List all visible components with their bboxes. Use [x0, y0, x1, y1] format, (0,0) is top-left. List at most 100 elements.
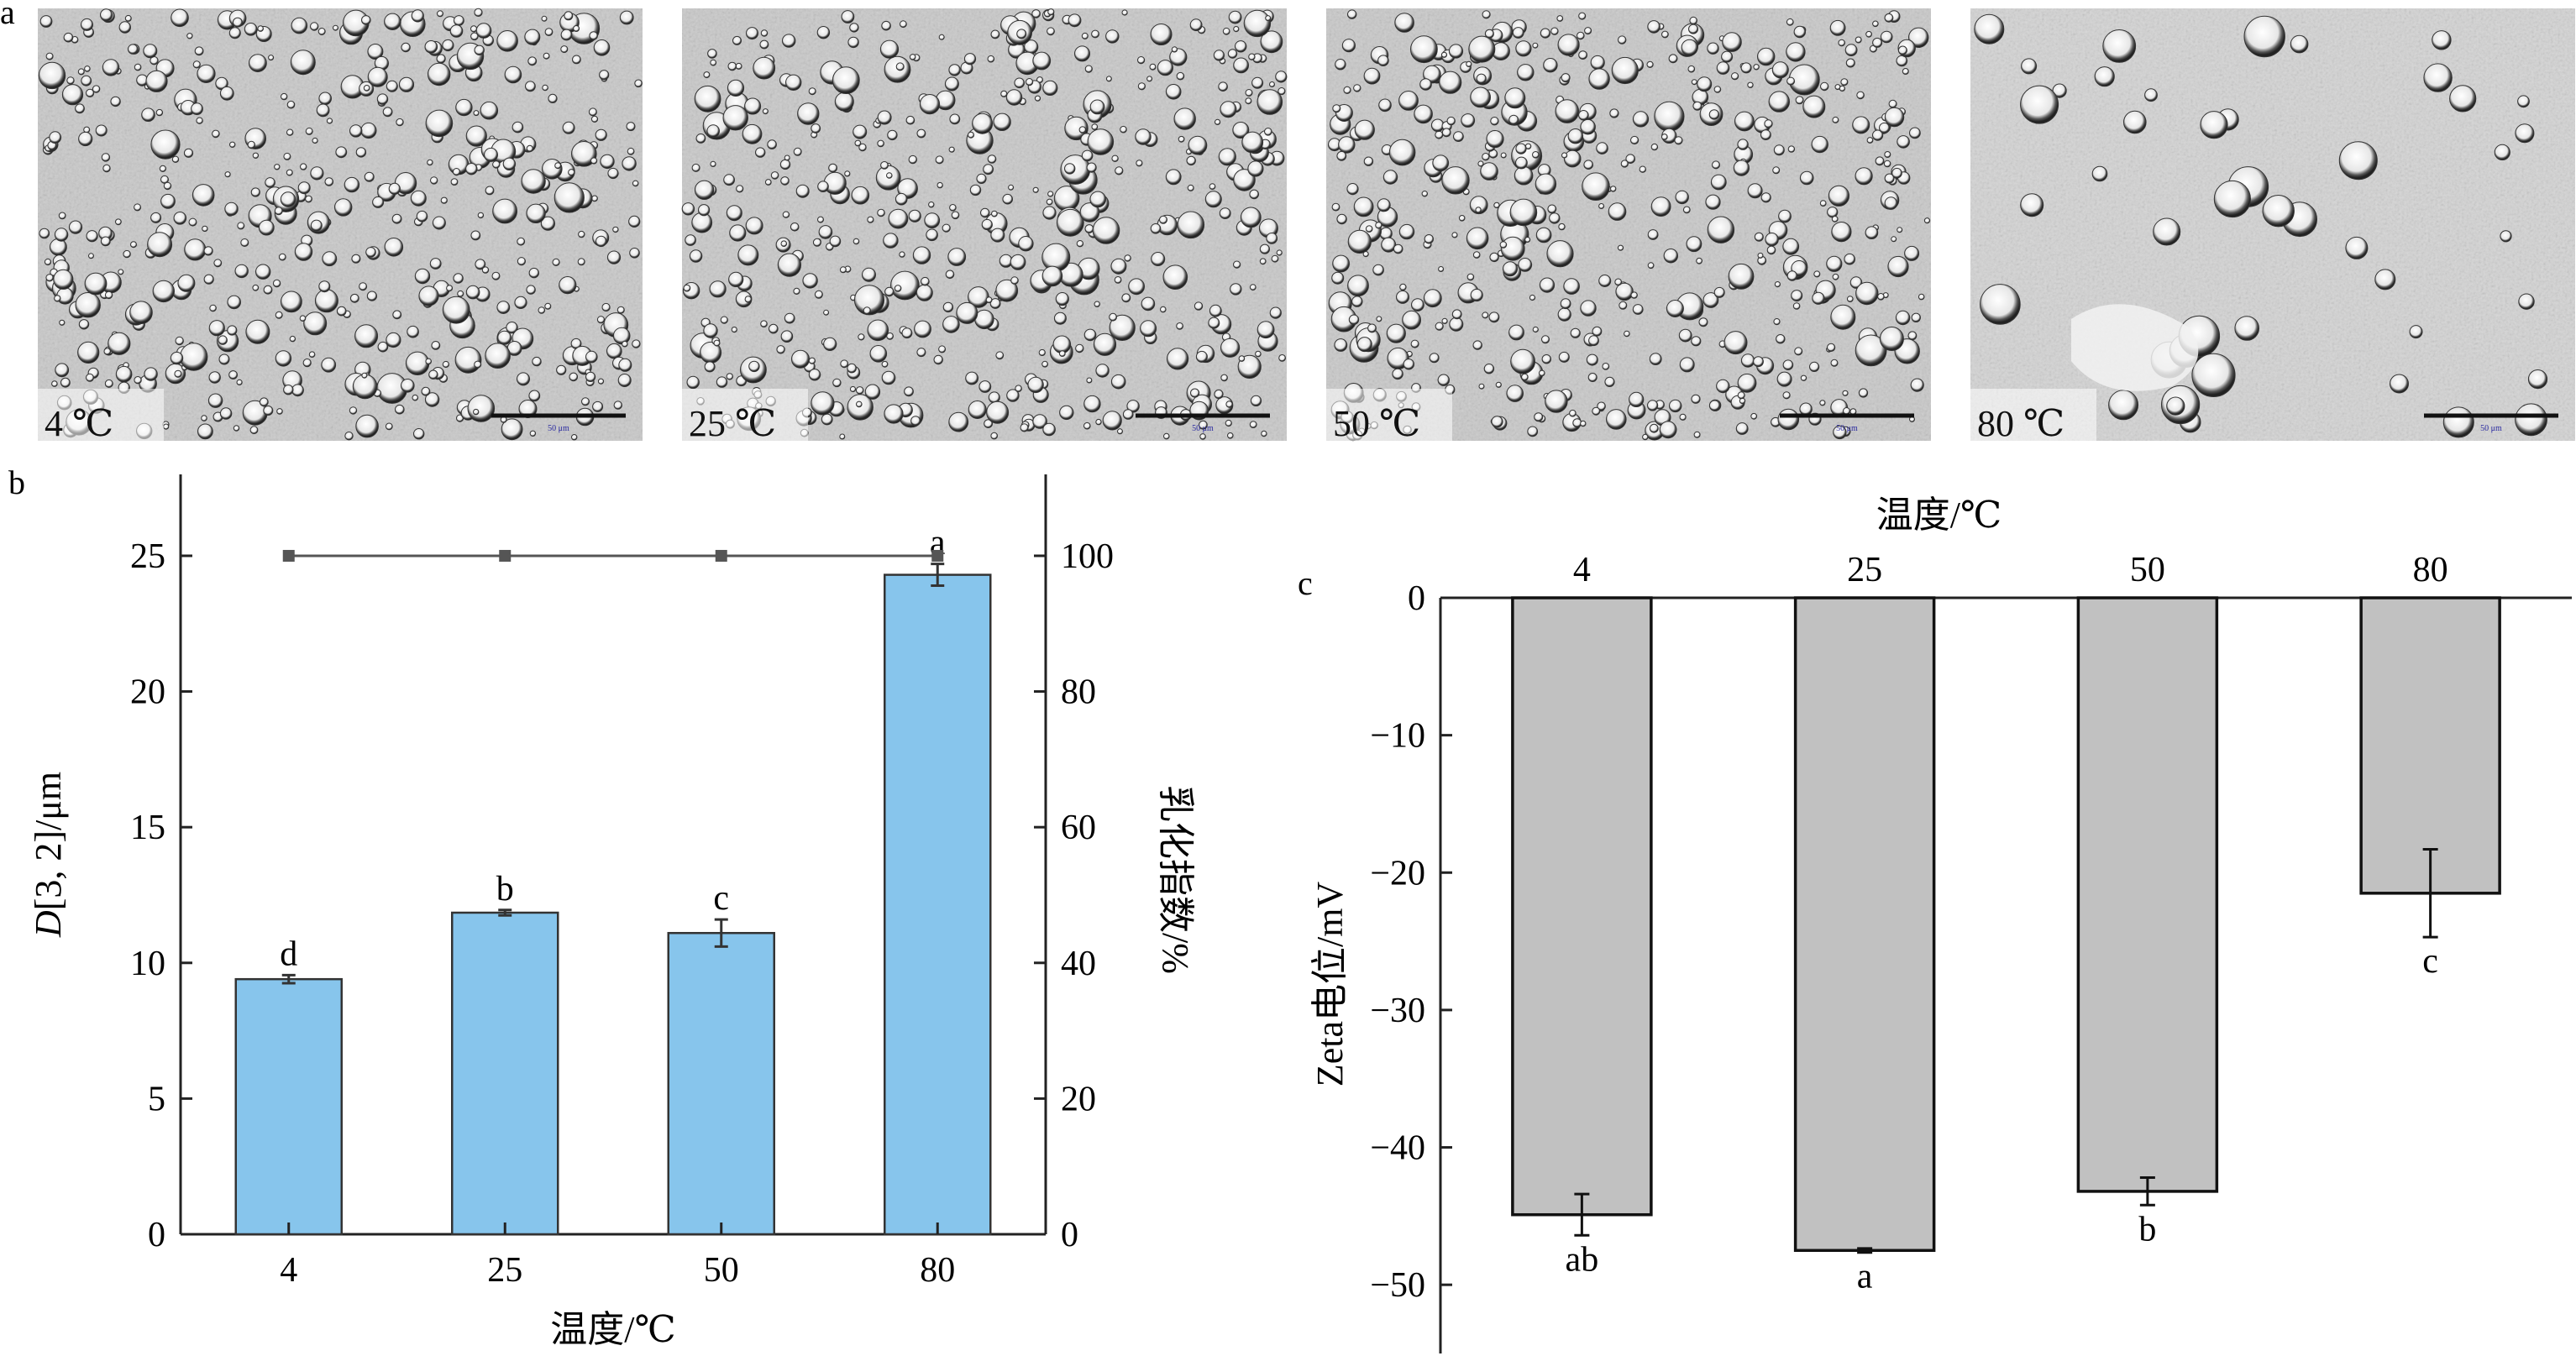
droplet [1437, 374, 1451, 386]
droplet [1532, 42, 1539, 49]
droplet [525, 81, 536, 92]
droplet [1858, 388, 1869, 398]
label-backdrop [682, 389, 808, 441]
droplet [1257, 89, 1283, 115]
droplet [627, 147, 635, 155]
droplet [412, 394, 419, 401]
droplet [77, 68, 85, 76]
droplet [713, 339, 721, 347]
droplet [1475, 207, 1482, 213]
droplet [361, 15, 371, 25]
droplet [1347, 229, 1372, 254]
droplet [1884, 13, 1894, 23]
droplet [1124, 254, 1131, 262]
droplet [1441, 166, 1470, 195]
droplet [1014, 77, 1025, 89]
droplet [1478, 383, 1485, 390]
droplet [1375, 222, 1382, 229]
droplet [1786, 18, 1794, 26]
droplet [250, 187, 260, 197]
droplet [1020, 423, 1029, 432]
droplet [1068, 13, 1082, 28]
droplet [1208, 317, 1220, 329]
droplet [1424, 234, 1435, 244]
droplet [1332, 254, 1350, 273]
droplet [1698, 317, 1708, 327]
droplet [163, 181, 172, 191]
droplet [177, 274, 196, 292]
droplet [1855, 281, 1879, 306]
droplet [360, 122, 377, 139]
droplet [1435, 130, 1444, 139]
droplet [1047, 27, 1055, 36]
significance-letter: d [280, 935, 297, 973]
droplet [1451, 309, 1462, 320]
droplet [944, 76, 959, 92]
droplet [600, 154, 615, 170]
droplet [1786, 270, 1798, 281]
droplet [1687, 65, 1696, 73]
droplet [1514, 165, 1534, 186]
droplet [689, 249, 703, 263]
droplet [1491, 416, 1503, 428]
droplet [427, 159, 433, 166]
emulsion-index-point [931, 549, 944, 562]
droplet [716, 376, 728, 388]
droplet [683, 284, 691, 292]
droplet [143, 44, 158, 59]
significance-letter: a [1857, 1258, 1873, 1296]
droplet [916, 128, 926, 139]
droplet [990, 228, 1005, 243]
droplet [391, 213, 402, 224]
droplet [470, 230, 481, 241]
droplet [2423, 63, 2453, 92]
droplet [780, 176, 790, 186]
droplet [81, 18, 93, 31]
droplet [1469, 196, 1488, 215]
droplet [245, 319, 270, 344]
droplet [1563, 149, 1582, 168]
droplet [421, 386, 431, 396]
droplet [1500, 236, 1525, 261]
droplet [1006, 389, 1020, 402]
droplet [726, 205, 742, 222]
droplet [571, 141, 597, 167]
droplet [1618, 35, 1627, 45]
droplet [744, 97, 762, 115]
droplet [501, 418, 523, 441]
droplet [553, 182, 585, 213]
droplet [632, 180, 639, 187]
droplet [1220, 374, 1228, 382]
droplet [275, 350, 292, 367]
droplet [1697, 76, 1713, 92]
bar [1511, 596, 1653, 1217]
droplet [1089, 191, 1106, 208]
droplet [192, 60, 201, 69]
droplet [628, 215, 641, 228]
droplet [710, 59, 717, 66]
droplet [1027, 376, 1044, 394]
droplet [1466, 227, 1489, 250]
micrograph-3: 80 ℃ 50 μm [1970, 8, 2575, 444]
droplet [1608, 202, 1627, 221]
droplet [1532, 151, 1540, 159]
droplet [219, 86, 234, 101]
droplet [457, 290, 464, 297]
droplet [203, 246, 213, 256]
droplet [1414, 104, 1433, 124]
droplet [432, 216, 446, 230]
droplet [228, 370, 239, 380]
droplet [377, 341, 389, 353]
droplet [1269, 81, 1275, 87]
droplet [1089, 99, 1105, 115]
droplet [948, 64, 961, 76]
droplet [1332, 104, 1341, 113]
droplet [912, 246, 931, 264]
droplet [2144, 88, 2158, 102]
droplet [474, 45, 485, 55]
droplet [60, 377, 71, 388]
droplet [1723, 331, 1748, 355]
droplet [425, 109, 454, 138]
droplet [1529, 294, 1536, 301]
y-tick-label: 20 [130, 673, 165, 712]
